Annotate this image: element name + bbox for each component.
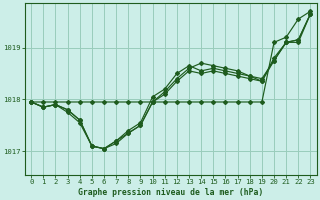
X-axis label: Graphe pression niveau de la mer (hPa): Graphe pression niveau de la mer (hPa) <box>78 188 263 197</box>
